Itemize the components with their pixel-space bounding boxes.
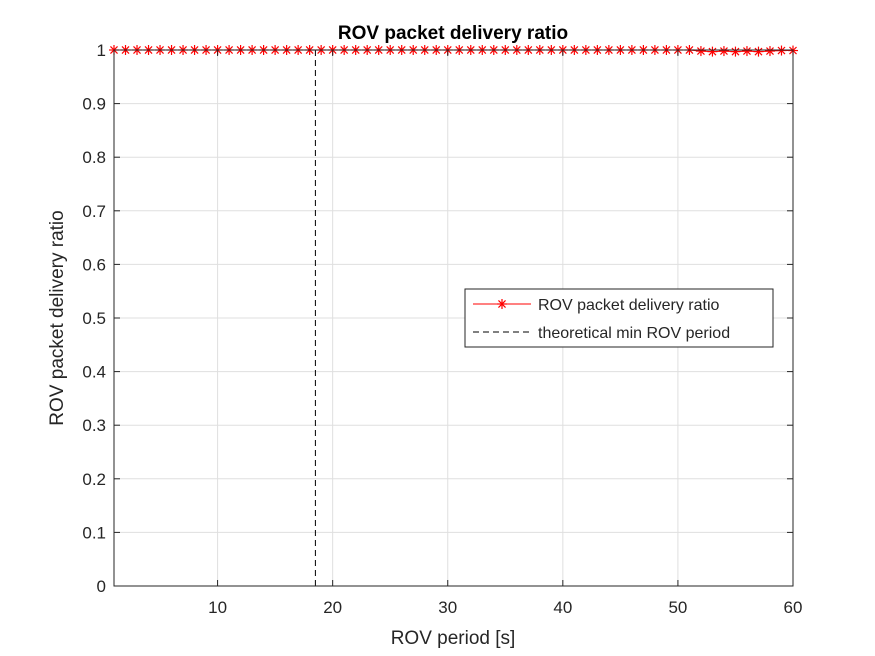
y-tick-label: 0.5	[82, 309, 106, 328]
axis-ticks: 10 20 30 40 50 60 0 0.1 0.2 0.3 0.4 0.5 0.6 0.7 0.8 0.9…	[82, 41, 802, 617]
delivery-ratio-point	[718, 46, 729, 57]
x-tick-label: 30	[438, 598, 457, 617]
legend-box	[464, 288, 774, 348]
y-tick-label: 0.1	[82, 523, 106, 542]
chart-title: ROV packet delivery ratio	[338, 23, 568, 44]
delivery-ratio-point	[753, 46, 764, 57]
delivery-ratio-point	[730, 46, 741, 57]
x-tick-label: 60	[784, 598, 803, 617]
delivery-ratio-point	[776, 45, 787, 56]
delivery-ratio-point	[695, 46, 706, 57]
y-tick-label: 0	[97, 577, 106, 596]
legend-marker-delivery-ratio	[497, 299, 507, 309]
y-tick-label: 0.6	[82, 255, 106, 274]
y-tick-label: 0.3	[82, 416, 106, 435]
legend-label-delivery-ratio: ROV packet delivery ratio	[538, 297, 720, 314]
y-tick-label: 0.4	[82, 363, 106, 382]
legend: ROV packet delivery ratio theoretical mi…	[464, 288, 774, 348]
delivery-ratio-point	[764, 46, 775, 57]
y-tick-label: 0.2	[82, 470, 106, 489]
y-tick-label: 0.9	[82, 95, 106, 114]
x-tick-label: 10	[208, 598, 227, 617]
grid-lines	[114, 49, 794, 587]
legend-label-min-period: theoretical min ROV period	[538, 325, 730, 342]
delivery-ratio-point	[741, 46, 752, 57]
y-tick-label: 0.8	[82, 148, 106, 167]
x-axis-label: ROV period [s]	[391, 628, 516, 649]
delivery-ratio-point	[707, 46, 718, 57]
legend-marker-star	[497, 299, 507, 309]
x-tick-label: 20	[323, 598, 342, 617]
y-axis-label: ROV packet delivery ratio	[47, 210, 68, 425]
x-tick-label: 50	[668, 598, 687, 617]
y-tick-label: 0.7	[82, 202, 106, 221]
y-tick-label: 1	[97, 41, 106, 60]
x-tick-label: 40	[553, 598, 572, 617]
